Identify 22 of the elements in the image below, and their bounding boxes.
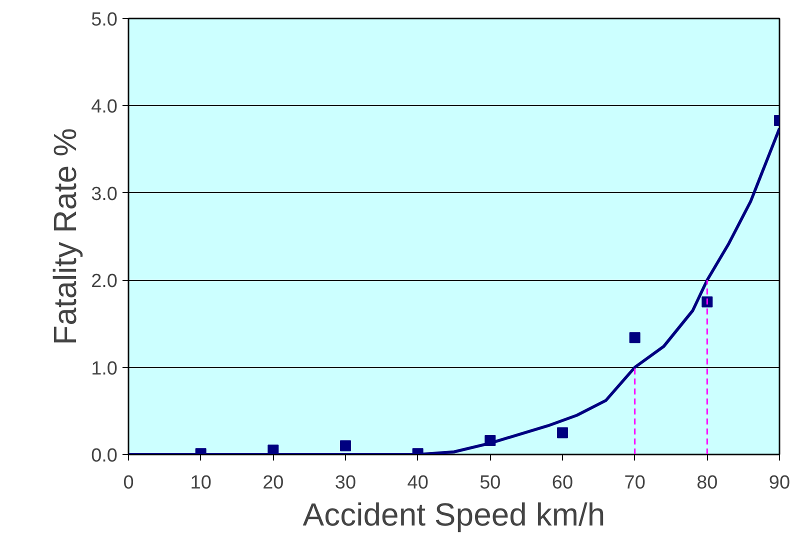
point: [340, 440, 351, 452]
x-tick-label: 70: [624, 472, 646, 494]
point: [557, 427, 568, 438]
x-tick-label: 80: [696, 472, 718, 494]
x-tick-label: 20: [262, 472, 284, 494]
x-tick-label: 10: [190, 472, 212, 494]
x-tick-label: 40: [407, 472, 428, 494]
x-tick-label: 30: [334, 472, 356, 494]
x-tick-label: 60: [552, 472, 574, 494]
y-axis-title: Fatality Rate %: [47, 128, 84, 345]
point: [629, 332, 640, 344]
x-tick-label: 0: [123, 472, 134, 494]
point: [702, 296, 713, 308]
y-tick-label: 0.0: [91, 446, 118, 466]
x-tick-label: 50: [480, 472, 501, 494]
y-tick-label: 5.0: [91, 10, 118, 30]
y-tick-label: 3.0: [91, 184, 118, 205]
x-tick-label: 90: [768, 472, 790, 494]
x-axis-title: Accident Speed km/h: [302, 496, 606, 532]
y-tick-label: 2.0: [91, 271, 118, 292]
y-tick-label: 4.0: [91, 96, 118, 118]
y-tick-label: 1.0: [91, 358, 118, 380]
